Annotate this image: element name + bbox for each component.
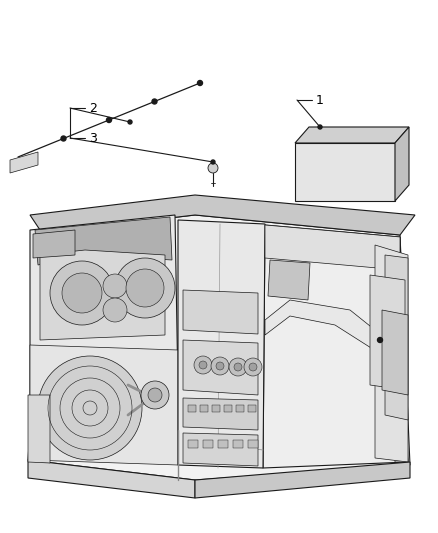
Text: 1: 1 (316, 93, 324, 107)
Polygon shape (385, 255, 408, 420)
Polygon shape (28, 215, 410, 480)
Circle shape (244, 358, 262, 376)
Circle shape (103, 274, 127, 298)
Polygon shape (263, 225, 408, 468)
Polygon shape (30, 345, 178, 465)
Circle shape (199, 361, 207, 369)
Polygon shape (183, 398, 258, 430)
Polygon shape (10, 152, 38, 173)
Polygon shape (40, 250, 165, 340)
Bar (203, 440, 213, 448)
Bar (200, 405, 208, 412)
Circle shape (378, 337, 382, 343)
Circle shape (106, 117, 112, 123)
Polygon shape (268, 260, 310, 300)
Bar (233, 440, 243, 448)
Polygon shape (195, 462, 410, 498)
Circle shape (234, 363, 242, 371)
Polygon shape (370, 275, 405, 390)
Bar (188, 440, 198, 448)
Circle shape (38, 356, 142, 460)
Polygon shape (375, 245, 408, 462)
Bar (224, 405, 232, 412)
Polygon shape (183, 290, 258, 334)
Polygon shape (183, 433, 258, 466)
Polygon shape (295, 143, 395, 201)
Polygon shape (382, 310, 408, 395)
Circle shape (61, 136, 66, 141)
Circle shape (152, 99, 157, 104)
Bar (212, 405, 220, 412)
Polygon shape (178, 220, 265, 468)
Circle shape (148, 388, 162, 402)
Circle shape (229, 358, 247, 376)
Circle shape (103, 298, 127, 322)
Polygon shape (35, 217, 172, 265)
Bar (248, 405, 256, 412)
Circle shape (211, 160, 215, 164)
Circle shape (50, 261, 114, 325)
Text: 3: 3 (89, 132, 97, 144)
Circle shape (208, 163, 218, 173)
Bar (236, 405, 244, 412)
Polygon shape (265, 300, 408, 462)
Circle shape (318, 125, 322, 129)
Text: 2: 2 (89, 101, 97, 115)
Bar (248, 440, 258, 448)
Polygon shape (183, 340, 258, 395)
Bar (218, 440, 228, 448)
Circle shape (62, 273, 102, 313)
Circle shape (128, 120, 132, 124)
Circle shape (126, 269, 164, 307)
Circle shape (141, 381, 169, 409)
Polygon shape (33, 230, 75, 258)
Circle shape (211, 357, 229, 375)
Polygon shape (28, 395, 50, 463)
Polygon shape (30, 215, 178, 395)
Circle shape (194, 356, 212, 374)
Circle shape (115, 258, 175, 318)
Polygon shape (265, 225, 400, 270)
Polygon shape (295, 127, 409, 143)
Circle shape (249, 363, 257, 371)
Circle shape (198, 80, 202, 85)
Circle shape (216, 362, 224, 370)
Bar (188, 405, 196, 412)
Polygon shape (30, 195, 415, 235)
Polygon shape (28, 460, 195, 498)
Polygon shape (395, 127, 409, 201)
